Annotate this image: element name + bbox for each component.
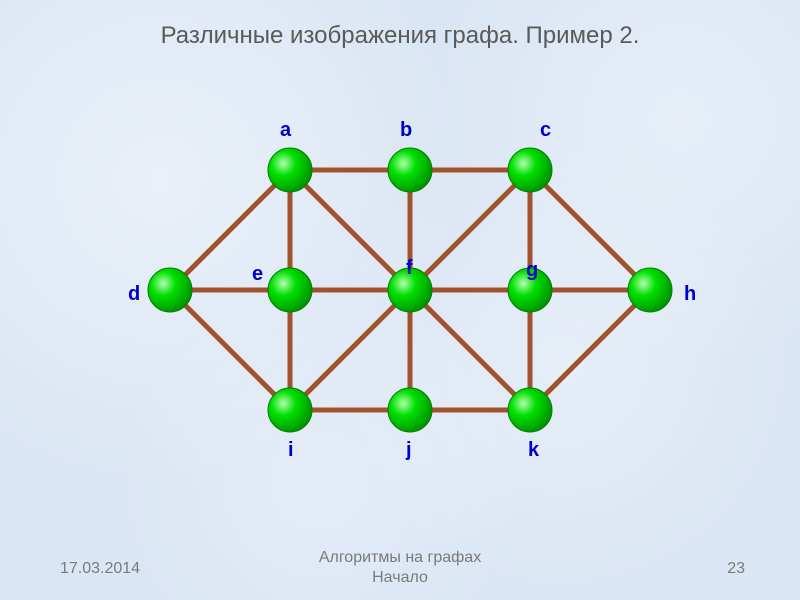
node-d: [148, 268, 192, 312]
node-j: [388, 388, 432, 432]
node-label-d: d: [128, 283, 140, 305]
edge-f-i: [290, 290, 410, 410]
node-label-a: a: [280, 119, 292, 141]
node-label-i: i: [288, 439, 294, 461]
node-label-b: b: [400, 119, 412, 141]
node-i: [268, 388, 312, 432]
node-label-f: f: [406, 257, 413, 279]
edge-d-i: [170, 290, 290, 410]
node-h: [628, 268, 672, 312]
node-label-c: c: [540, 119, 551, 141]
edge-c-f: [410, 170, 530, 290]
edge-a-f: [290, 170, 410, 290]
footer-center: Алгоритмы на графах Начало: [0, 548, 800, 588]
node-c: [508, 148, 552, 192]
node-k: [508, 388, 552, 432]
edge-c-h: [530, 170, 650, 290]
footer-center-line1: Алгоритмы на графах: [319, 549, 481, 566]
page-title: Различные изображения графа. Пример 2.: [0, 22, 800, 50]
node-label-e: e: [252, 263, 263, 285]
edge-a-d: [170, 170, 290, 290]
edge-h-k: [530, 290, 650, 410]
slide: Различные изображения графа. Пример 2. a…: [0, 0, 800, 600]
graph-diagram: a b c d e f g h i j k: [90, 90, 710, 490]
node-b: [388, 148, 432, 192]
node-a: [268, 148, 312, 192]
node-e: [268, 268, 312, 312]
node-label-k: k: [528, 439, 540, 461]
node-label-g: g: [526, 259, 538, 281]
node-label-j: j: [405, 439, 412, 461]
footer-center-line2: Начало: [372, 569, 428, 586]
footer-page-number: 23: [727, 560, 745, 578]
edge-f-k: [410, 290, 530, 410]
node-label-h: h: [684, 283, 696, 305]
